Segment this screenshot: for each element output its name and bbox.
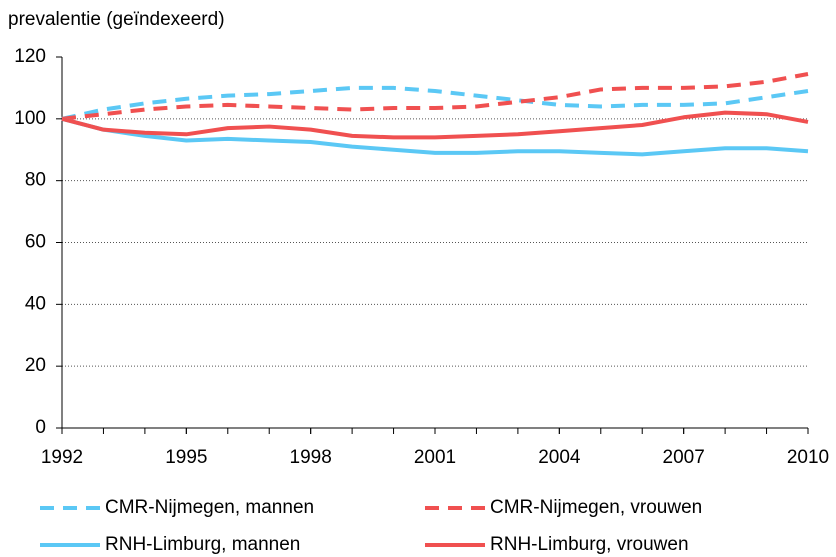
- x-tick-label: 2004: [538, 447, 581, 468]
- x-tick-label: 1995: [165, 447, 207, 468]
- legend-label: CMR-Nijmegen, mannen: [105, 497, 314, 518]
- series-line: [61, 72, 809, 121]
- x-tick-label: 1998: [290, 447, 332, 468]
- y-tick-label: 0: [35, 417, 46, 438]
- x-tick-label: 2001: [414, 447, 456, 468]
- y-tick-label: 60: [25, 232, 46, 253]
- series-line: [61, 116, 809, 157]
- legend-label: RNH-Limburg, vrouwen: [490, 534, 689, 555]
- y-tick-label: 120: [14, 46, 46, 67]
- series-line: [61, 85, 809, 121]
- legend-label: CMR-Nijmegen, vrouwen: [490, 497, 702, 518]
- y-axis-label: prevalentie (geïndexeerd): [8, 9, 225, 30]
- y-tick-label: 40: [25, 293, 46, 314]
- x-tick-label: 1992: [41, 447, 83, 468]
- x-tick-label: 2007: [663, 447, 705, 468]
- x-tick-label: 2010: [787, 447, 829, 468]
- y-tick-label: 20: [25, 355, 46, 376]
- y-tick-label: 100: [14, 108, 46, 129]
- legend-label: RNH-Limburg, mannen: [105, 534, 300, 555]
- series-line: [61, 110, 809, 140]
- y-tick-label: 80: [25, 170, 46, 191]
